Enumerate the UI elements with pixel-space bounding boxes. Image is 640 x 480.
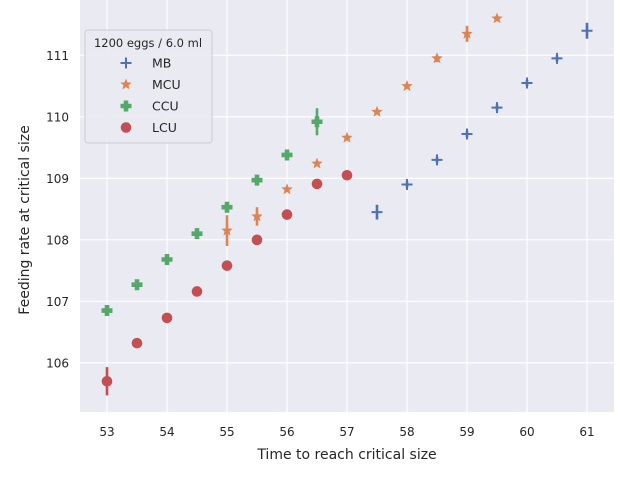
point-mcu [281,183,293,195]
point-ccu [311,116,323,128]
point-lcu [101,375,113,387]
legend-item-mb: MB [120,56,171,71]
y-tick-label: 109 [46,172,69,186]
point-ccu [161,253,173,265]
x-tick-label: 60 [519,425,534,439]
point-mb [551,52,563,64]
data-series [101,12,593,396]
x-tick-label: 59 [459,425,474,439]
point-lcu [251,234,263,246]
legend-label-ccu: CCU [152,99,179,114]
legend-marker-mb [120,57,132,69]
point-lcu [191,286,203,297]
point-mcu [461,27,473,39]
x-tick-labels: 53 54 55 56 57 58 59 60 61 [99,425,594,439]
point-ccu [191,228,203,240]
y-tick-label: 106 [46,356,69,370]
legend-label-mcu: MCU [152,77,181,92]
x-tick-label: 53 [99,425,114,439]
point-mcu [491,12,503,24]
legend-marker-lcu [120,122,132,133]
grid-lines [80,0,614,412]
legend-marker-ccu [120,100,132,112]
x-tick-label: 61 [579,425,594,439]
point-mb [521,77,533,89]
y-tick-label: 108 [46,233,69,247]
series-ccu [101,108,323,317]
point-lcu [161,312,173,324]
point-mcu [251,210,263,222]
legend-item-lcu: LCU [120,120,177,135]
point-mb [581,25,593,37]
point-ccu [251,174,263,186]
point-lcu [311,178,323,190]
point-mb [401,178,413,190]
legend: 1200 eggs / 6.0 ml MB MCU CCU LCU [84,29,213,144]
point-ccu [101,305,113,317]
legend-label-lcu: LCU [152,120,177,135]
x-tick-label: 54 [159,425,174,439]
point-mb [461,128,473,140]
x-tick-label: 55 [219,425,234,439]
point-mb [431,154,443,166]
series-mb [371,22,593,220]
x-tick-label: 56 [279,425,294,439]
point-mcu [341,131,353,143]
legend-item-mcu: MCU [120,77,181,92]
x-tick-label: 58 [399,425,414,439]
legend-title: 1200 eggs / 6.0 ml [94,36,202,50]
y-tick-label: 111 [46,49,69,63]
legend-marker-mcu [120,78,132,90]
legend-label-mb: MB [152,56,171,71]
point-ccu [281,149,293,161]
y-tick-labels: 106 107 108 109 110 111 [46,49,69,370]
point-mcu [371,105,383,117]
legend-box [84,29,213,144]
point-mcu [221,224,233,236]
point-lcu [281,209,293,220]
legend-item-ccu: CCU [120,99,179,114]
point-lcu [341,169,353,181]
point-mb [371,206,383,218]
y-tick-label: 107 [46,295,69,309]
point-lcu [221,260,233,271]
point-mcu [401,80,413,91]
point-mcu [431,52,443,64]
point-mcu [311,157,323,169]
y-axis-label: Feeding rate at critical size [17,125,33,314]
x-axis-label: Time to reach critical size [256,447,436,463]
x-tick-label: 57 [339,425,354,439]
point-ccu [221,201,233,213]
point-lcu [131,337,143,349]
series-mcu [221,12,503,246]
y-tick-label: 110 [46,110,69,124]
point-mb [491,102,503,114]
series-lcu [101,169,353,396]
point-ccu [131,279,143,291]
